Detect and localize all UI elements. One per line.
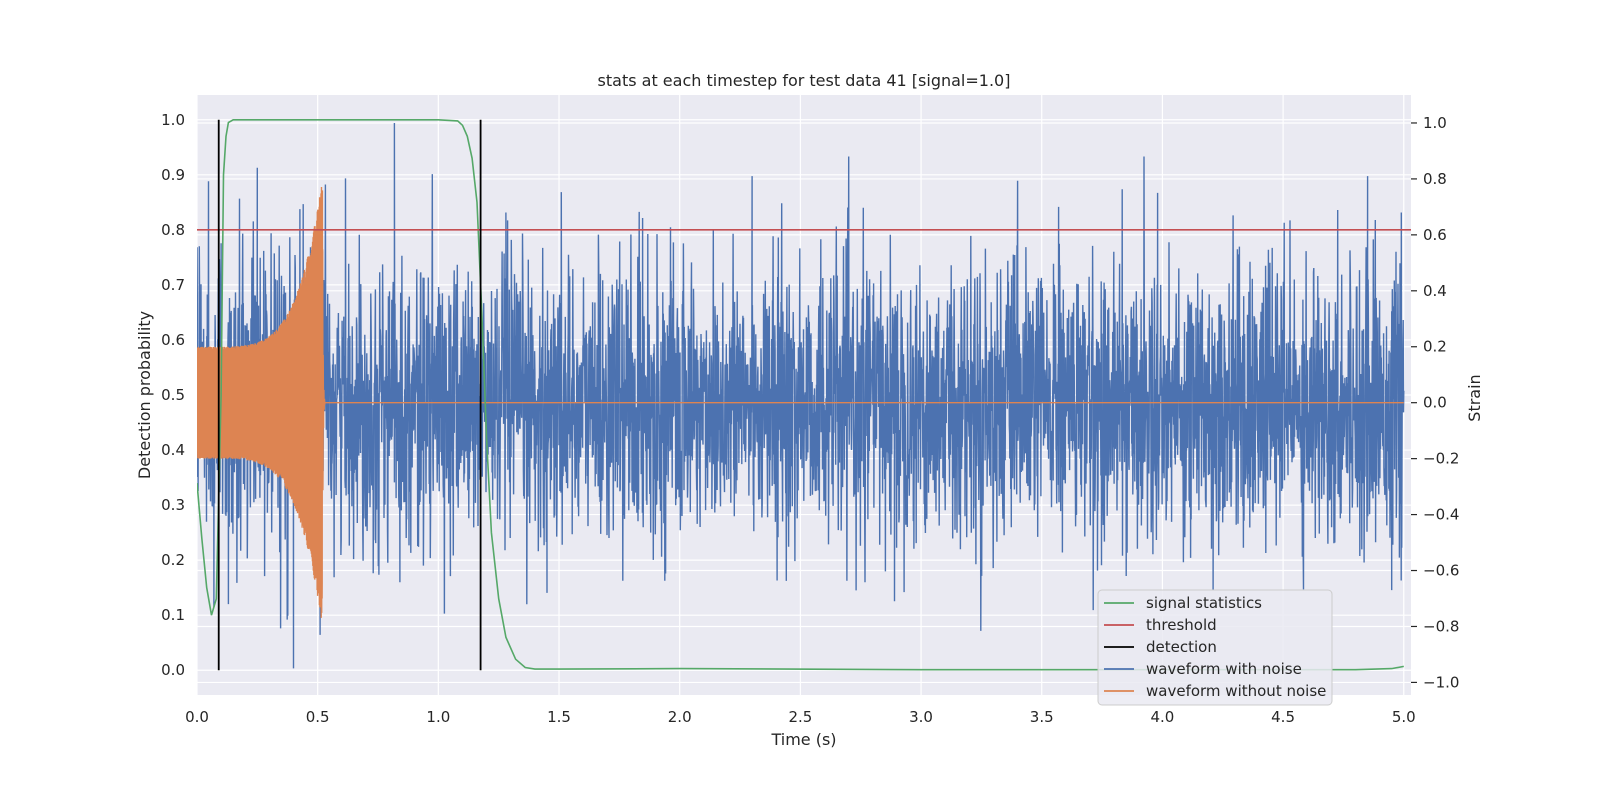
y-tick-label: 0.7 [161,276,185,294]
x-tick-label: 2.0 [668,708,692,726]
y2-tick-label: −0.8 [1423,617,1459,635]
legend: signal statistics threshold detection wa… [1097,589,1333,706]
axis-ticks: 0.0 0.5 1.0 1.5 2.0 2.5 3.0 3.5 4.0 4.5 5.0 0.0 0.1 0… [161,111,1459,726]
legend-label-detection: detection [1146,638,1217,656]
y2-tick-label: 1.0 [1423,114,1447,132]
y-tick-label: 0.2 [161,551,185,569]
x-tick-label: 4.0 [1150,708,1174,726]
y2-tick-label: 0.6 [1423,226,1447,244]
y2-axis-label: Strain [1465,374,1484,421]
x-tick-label: 3.5 [1030,708,1054,726]
legend-box [1097,589,1333,706]
y-axis-label: Detection probability [135,311,154,479]
y-tick-label: 1.0 [161,111,185,129]
x-tick-label: 2.5 [788,708,812,726]
legend-label-signal-statistics: signal statistics [1146,594,1262,612]
y2-tick-label: 0.8 [1423,170,1447,188]
legend-label-waveform-without-noise: waveform without noise [1146,682,1326,700]
x-tick-label: 0.5 [306,708,330,726]
y2-tick-label: −0.2 [1423,450,1459,468]
chart-title: stats at each timestep for test data 41 … [598,71,1011,90]
y2-tick-label: 0.0 [1423,394,1447,412]
x-tick-label: 1.0 [426,708,450,726]
x-tick-label: 5.0 [1392,708,1416,726]
waveform-with-noise-line [197,122,1405,669]
y-tick-label: 0.8 [161,221,185,239]
legend-label-threshold: threshold [1146,616,1217,634]
x-tick-label: 3.0 [909,708,933,726]
y-tick-label: 0.4 [161,441,185,459]
y-tick-label: 0.0 [161,661,185,679]
y-tick-label: 0.6 [161,331,185,349]
y2-tick-label: 0.2 [1423,338,1447,356]
x-tick-label: 4.5 [1271,708,1295,726]
legend-label-waveform-with-noise: waveform with noise [1146,660,1302,678]
y2-tick-label: −1.0 [1423,673,1459,691]
signal-statistics-line [197,119,1404,671]
y-tick-label: 0.3 [161,496,185,514]
x-tick-label: 1.5 [547,708,571,726]
x-axis-label: Time (s) [770,730,836,749]
y-tick-label: 0.1 [161,606,185,624]
y2-tick-label: −0.6 [1423,562,1459,580]
y2-tick-label: 0.4 [1423,282,1447,300]
x-tick-label: 0.0 [185,708,209,726]
detection-lines [217,119,482,671]
y-tick-label: 0.5 [161,386,185,404]
y-tick-label: 0.9 [161,166,185,184]
y2-tick-label: −0.4 [1423,506,1459,524]
